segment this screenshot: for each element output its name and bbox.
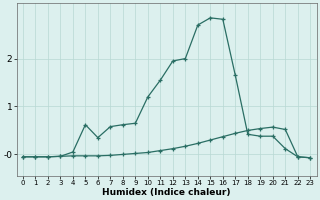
X-axis label: Humidex (Indice chaleur): Humidex (Indice chaleur) — [102, 188, 231, 197]
